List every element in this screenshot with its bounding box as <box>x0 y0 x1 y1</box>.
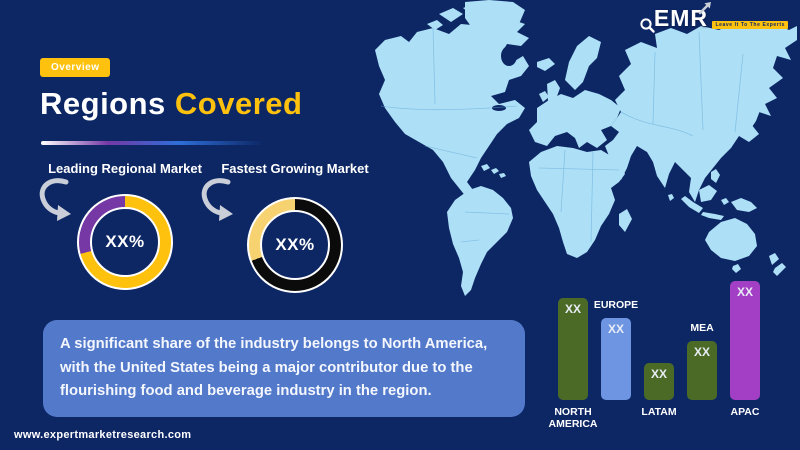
bar: XX <box>601 318 631 400</box>
curved-arrow-icon <box>39 178 71 221</box>
logo-text: EMR <box>653 5 708 31</box>
map-south-america <box>447 186 513 296</box>
bar-group: XX LATAM <box>641 268 677 418</box>
donut-center-value: XX% <box>105 232 145 251</box>
bar: XX <box>730 281 760 400</box>
donut-chart-fastest-growing-market: XX% <box>247 197 343 293</box>
insight-text-box: A significant share of the industry belo… <box>43 320 525 417</box>
bar-value-label: XX <box>650 367 667 381</box>
bar-category-label: MEA <box>690 322 714 334</box>
bar: XX <box>644 363 674 400</box>
donut-chart-leading-regional-market: XX% <box>77 194 173 290</box>
title-underline <box>41 141 263 145</box>
map-europe <box>529 90 621 148</box>
magnifier-icon <box>640 18 655 33</box>
logo-growth-arrow-icon <box>698 2 711 15</box>
bar-value-label: XX <box>736 285 753 299</box>
curved-arrow-icon <box>201 178 233 221</box>
bar-value-label: XX <box>607 322 624 336</box>
map-greenland <box>465 0 525 40</box>
overview-badge: Overview <box>40 58 111 77</box>
bar-category-label: NORTH AMERICA <box>548 406 598 430</box>
bar-value-label: XX <box>693 345 710 359</box>
donut-title-leading: Leading Regional Market <box>48 161 202 176</box>
bar-value-label: XX <box>564 302 581 316</box>
regional-bar-chart: XX NORTH AMERICA XX EUROPE XX LATAM XX MEA XX APA… <box>549 268 796 446</box>
bar-group: XX APAC <box>730 268 760 418</box>
bar-group: XX MEA <box>687 268 717 400</box>
bar-category-label: APAC <box>730 406 760 418</box>
logo-tagline: Leave It To The Experts <box>712 21 788 29</box>
map-north-america <box>375 18 529 198</box>
bar: XX <box>558 298 588 400</box>
footer-website-link[interactable]: www.expertmarketresearch.com <box>14 429 192 441</box>
world-map <box>375 0 797 296</box>
map-australia <box>705 218 757 261</box>
emr-logo: EMR Leave It To The Experts <box>640 2 788 33</box>
page-title: Regions Covered <box>40 86 302 122</box>
page-title-primary: Regions <box>40 86 166 121</box>
bar-category-label: EUROPE <box>593 299 639 311</box>
bar-category-label: LATAM <box>641 406 677 418</box>
page-title-accent: Covered <box>174 86 303 121</box>
donut-title-fastest: Fastest Growing Market <box>221 161 369 176</box>
bar-chart-bars: XX NORTH AMERICA XX EUROPE XX LATAM XX MEA XX APA… <box>549 268 760 430</box>
map-asia <box>605 22 797 202</box>
donut-center-value: XX% <box>275 235 315 254</box>
map-africa <box>529 146 625 258</box>
bar-group: XX EUROPE <box>594 268 638 400</box>
bar-group: XX NORTH AMERICA <box>549 268 598 430</box>
bar: XX <box>687 341 717 400</box>
